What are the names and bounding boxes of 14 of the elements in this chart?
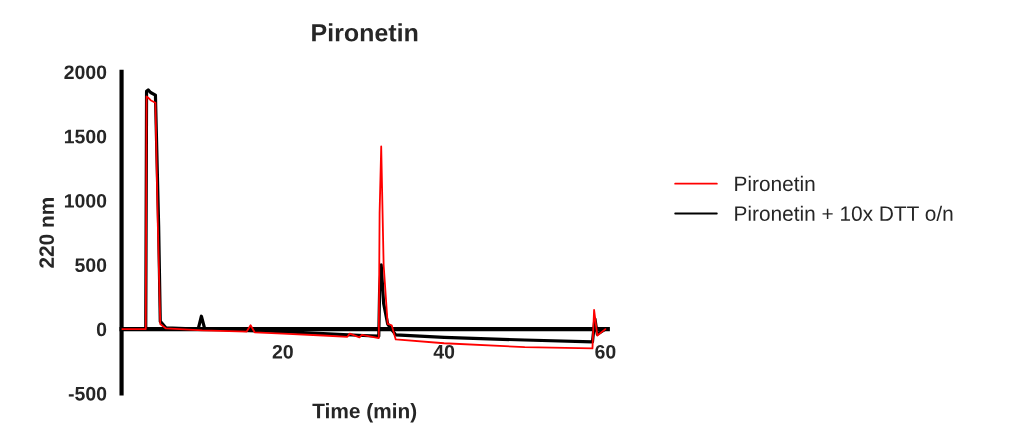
x-tick-label: 40 xyxy=(433,344,455,359)
y-axis-title: 220 nm xyxy=(39,198,55,268)
x-tick-label: 20 xyxy=(272,344,293,359)
x-axis-title: Time (min) xyxy=(312,403,417,423)
legend-label: Pironetin + 10x DTT o/n xyxy=(735,205,953,222)
chart-title: Pironetin xyxy=(312,23,418,42)
x-tick-label: 60 xyxy=(595,344,616,359)
y-tick-label: 0 xyxy=(96,322,107,337)
y-tick-label: -500 xyxy=(68,386,107,401)
legend-label: Pironetin xyxy=(735,175,815,192)
y-tick-label: 2000 xyxy=(64,65,107,80)
y-tick-label: 500 xyxy=(75,258,107,273)
y-tick-label: 1500 xyxy=(64,129,107,144)
y-tick-label: 1000 xyxy=(64,193,107,208)
